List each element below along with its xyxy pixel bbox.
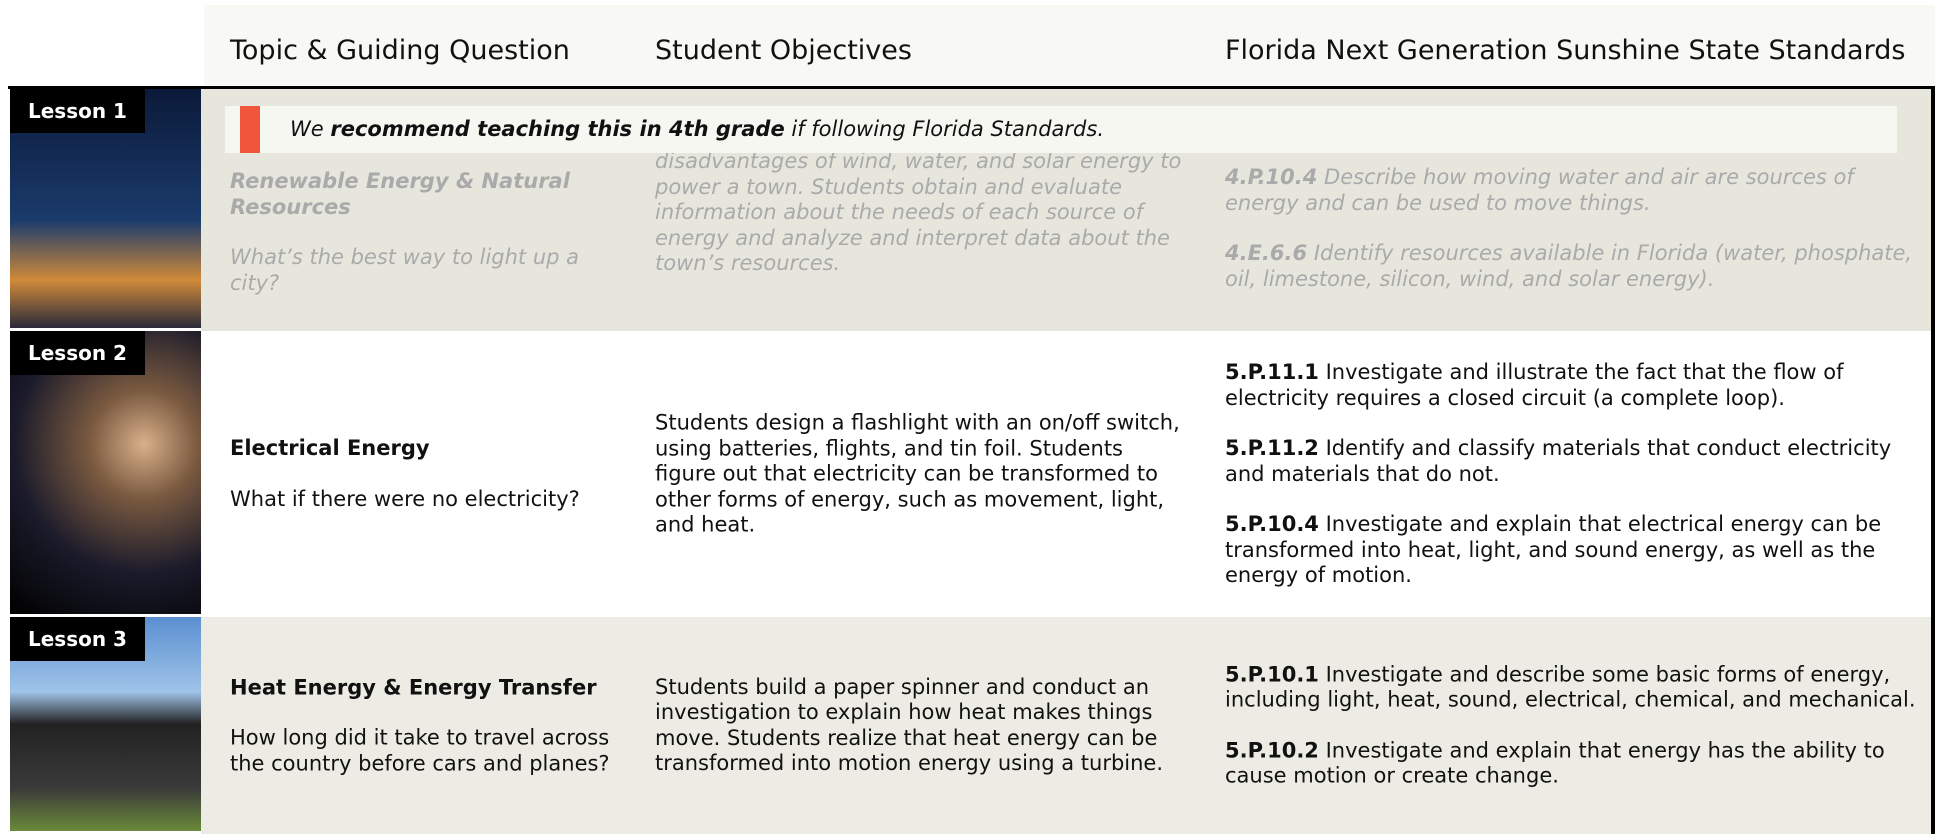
question: How long did it take to travel across th…	[230, 725, 610, 775]
lesson-label: Lesson 3	[10, 617, 145, 661]
lesson-row: Electrical Energy What if there were no e…	[201, 331, 1931, 617]
standard-code: 4.E.6.6	[1225, 241, 1308, 265]
standard: 5.P.11.2 Identify and classify materials…	[1225, 436, 1925, 487]
banner-bold: recommend teaching this in 4th grade	[330, 117, 785, 141]
lesson-label: Lesson 2	[10, 331, 145, 375]
topic-cell: Renewable Energy & Natural Resources What…	[230, 169, 620, 296]
standard-code: 5.P.11.1	[1225, 359, 1319, 384]
banner-prefix: We	[290, 117, 324, 141]
standard-code: 5.P.10.2	[1225, 738, 1319, 762]
standard: 4.E.6.6 Identify resources available in …	[1225, 241, 1925, 292]
topic: Heat Energy & Energy Transfer	[230, 674, 597, 699]
banner-text: We recommend teaching this in 4th grade …	[290, 106, 1104, 153]
objectives: Students build a paper spinner and condu…	[655, 674, 1164, 776]
lesson-row: Heat Energy & Energy Transfer How long di…	[201, 617, 1931, 834]
column-header: Topic & Guiding Question	[230, 35, 570, 66]
standard-text: Describe how moving water and air are so…	[1225, 165, 1854, 215]
standard-text: Investigate and describe some basic form…	[1225, 662, 1916, 712]
border	[1931, 86, 1935, 834]
lesson-image: Lesson 1	[10, 89, 201, 328]
question: What’s the best way to light up a city?	[230, 245, 580, 295]
standard-code: 4.P.10.4	[1225, 165, 1318, 189]
standard-code: 5.P.11.2	[1225, 435, 1319, 460]
standard: 4.P.10.4 Describe how moving water and a…	[1225, 165, 1925, 216]
lesson-image: Lesson 2	[10, 331, 201, 614]
topic: Electrical Energy	[230, 436, 430, 460]
header: Topic & Guiding Question Student Objecti…	[204, 5, 1935, 86]
standard: 5.P.10.2 Investigate and explain that en…	[1225, 738, 1925, 789]
column-header: Florida Next Generation Sunshine State S…	[1225, 35, 1906, 66]
standard-code: 5.P.10.1	[1225, 662, 1319, 686]
standard-code: 5.P.10.4	[1225, 511, 1319, 536]
standards-cell: 5.P.10.1 Investigate and describe some b…	[1225, 662, 1925, 789]
recommend-banner: We recommend teaching this in 4th grade …	[225, 106, 1897, 153]
standard: 5.P.10.1 Investigate and describe some b…	[1225, 662, 1925, 713]
standards-cell: 4.P.10.4 Describe how moving water and a…	[1225, 165, 1925, 292]
standard-text: Investigate and explain that electrical …	[1225, 511, 1882, 587]
banner-icon	[240, 106, 260, 153]
standard-text: Investigate and explain that energy has …	[1225, 738, 1885, 788]
standard-text: Identify resources available in Florida …	[1225, 241, 1913, 291]
lesson-image: Lesson 3	[10, 617, 201, 831]
topic-cell: Heat Energy & Energy Transfer How long di…	[230, 675, 620, 777]
topic-cell: Electrical Energy What if there were no e…	[230, 436, 620, 512]
column-header: Student Objectives	[655, 35, 912, 66]
lesson-label: Lesson 1	[10, 89, 145, 133]
banner-suffix: if following Florida Standards.	[791, 117, 1105, 141]
standard: 5.P.11.1 Investigate and illustrate the …	[1225, 360, 1925, 411]
standards-cell: 5.P.11.1 Investigate and illustrate the …	[1225, 360, 1925, 589]
divider	[8, 86, 1935, 89]
standard: 5.P.10.4 Investigate and explain that el…	[1225, 512, 1925, 589]
objectives: disadvantages of wind, water, and solar …	[655, 149, 1182, 275]
standard-text: Investigate and illustrate the fact that…	[1225, 359, 1844, 410]
standard-text: Identify and classify materials that con…	[1225, 435, 1892, 486]
topic: Renewable Energy & Natural Resources	[230, 169, 570, 219]
question: What if there were no electricity?	[230, 486, 580, 511]
objectives: Students design a flashlight with an on/…	[655, 410, 1180, 537]
